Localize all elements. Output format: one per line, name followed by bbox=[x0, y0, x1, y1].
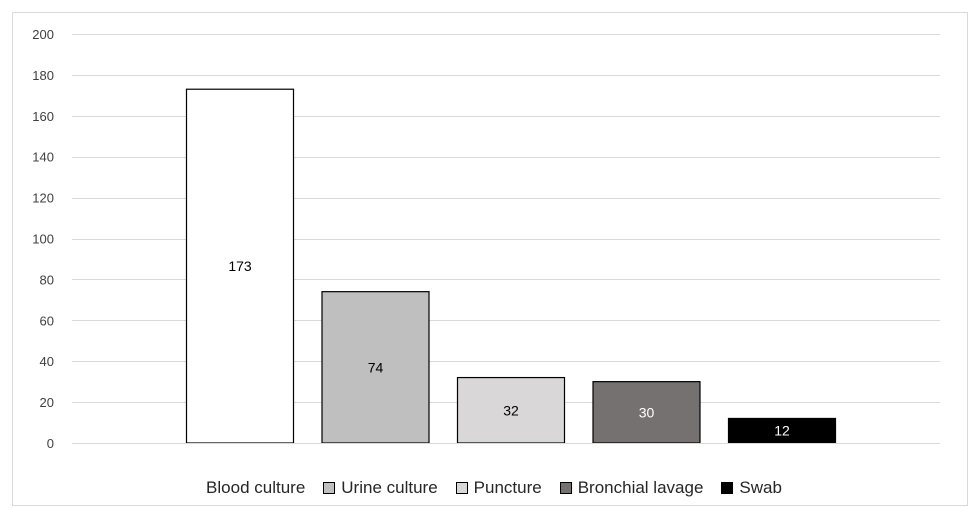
legend-swatch bbox=[721, 482, 733, 494]
bar-chart: 0 20 40 60 80 100 120 140 160 180 200 173 74 32 30 12 bbox=[0, 0, 970, 470]
y-tick-label: 140 bbox=[32, 150, 54, 165]
y-tick-label: 120 bbox=[32, 191, 54, 206]
legend-label: Blood culture bbox=[206, 478, 305, 498]
data-label: 173 bbox=[228, 258, 252, 274]
y-tick-label: 180 bbox=[32, 68, 54, 83]
legend-item: Urine culture bbox=[323, 478, 437, 498]
y-tick-label: 60 bbox=[40, 313, 54, 328]
bars bbox=[187, 89, 836, 443]
legend-swatch bbox=[456, 482, 468, 494]
data-label: 12 bbox=[774, 423, 790, 439]
data-label: 30 bbox=[639, 404, 655, 420]
y-axis-ticks: 0 20 40 60 80 100 120 140 160 180 200 bbox=[32, 27, 54, 451]
y-tick-label: 160 bbox=[32, 109, 54, 124]
legend-item: Blood culture bbox=[188, 478, 305, 498]
y-tick-label: 80 bbox=[40, 272, 54, 287]
legend-swatch bbox=[188, 482, 200, 494]
legend-item: Swab bbox=[721, 478, 782, 498]
legend: Blood culture Urine culture Puncture Bronch… bbox=[0, 476, 970, 500]
y-tick-label: 100 bbox=[32, 232, 54, 247]
y-tick-label: 0 bbox=[47, 436, 54, 451]
data-labels: 173 74 32 30 12 bbox=[228, 258, 790, 439]
legend-label: Bronchial lavage bbox=[578, 478, 704, 498]
legend-label: Swab bbox=[739, 478, 782, 498]
legend-label: Urine culture bbox=[341, 478, 437, 498]
y-tick-label: 200 bbox=[32, 27, 54, 42]
legend-item: Bronchial lavage bbox=[560, 478, 704, 498]
y-tick-label: 40 bbox=[40, 354, 54, 369]
legend-swatch bbox=[323, 482, 335, 494]
data-label: 32 bbox=[503, 402, 519, 418]
legend-label: Puncture bbox=[474, 478, 542, 498]
y-tick-label: 20 bbox=[40, 395, 54, 410]
data-label: 74 bbox=[368, 359, 384, 375]
legend-item: Puncture bbox=[456, 478, 542, 498]
legend-swatch bbox=[560, 482, 572, 494]
